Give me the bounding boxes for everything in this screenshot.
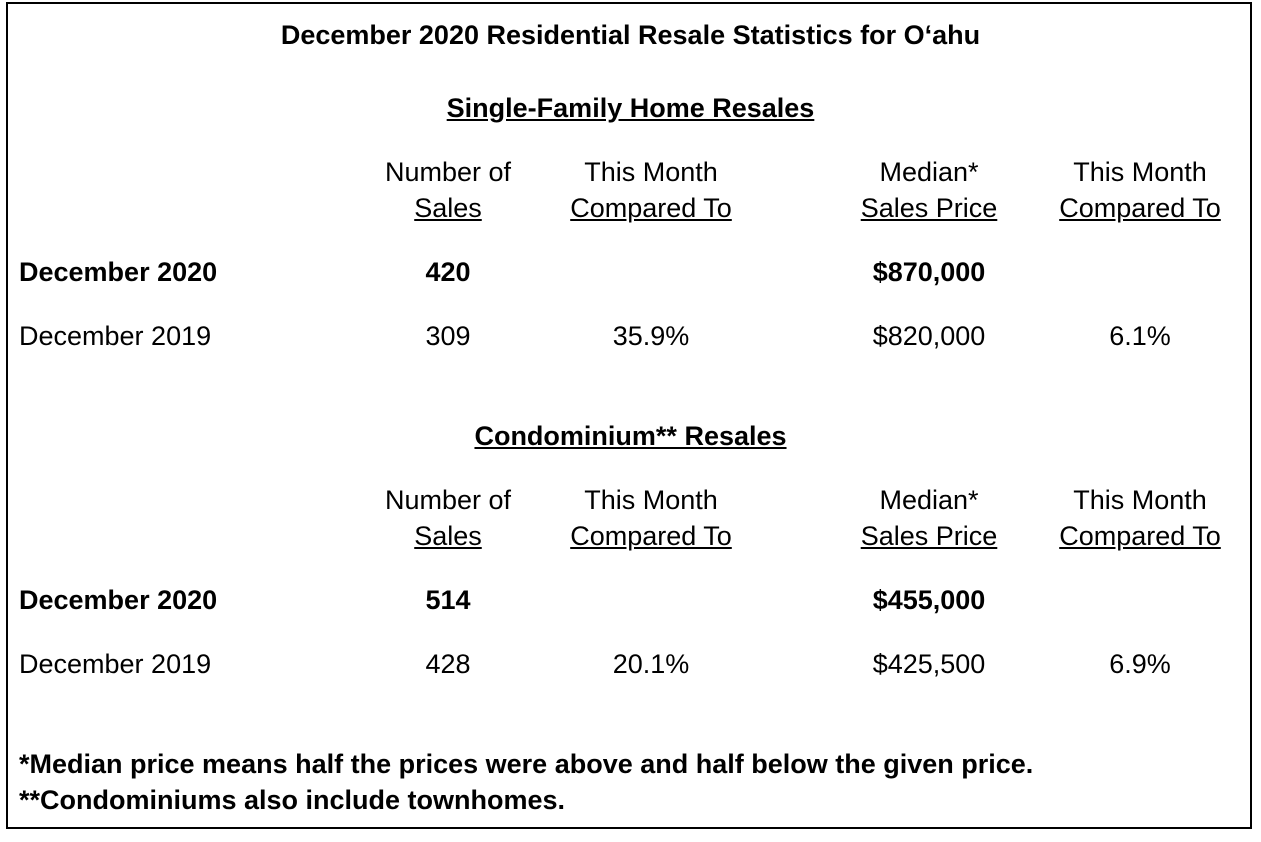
cell-sales-change-previous: 20.1%	[612, 649, 690, 679]
cell-median-current: $870,000	[872, 257, 986, 287]
column-header-line: This Month	[584, 157, 718, 187]
cell-median-previous: $820,000	[872, 321, 986, 351]
column-header-line: Number of	[384, 157, 512, 187]
cell-median-previous: $425,500	[872, 649, 986, 679]
page-title: December 2020 Residential Resale Statist…	[280, 20, 981, 50]
row-label-previous: December 2019	[19, 649, 212, 679]
column-header-line: Compared To	[1059, 521, 1221, 551]
cell-sales-previous: 309	[425, 321, 471, 351]
cell-median-change-previous: 6.9%	[1109, 649, 1171, 679]
table-frame	[6, 2, 1252, 829]
footnote-condo: **Condominiums also include townhomes.	[19, 785, 566, 815]
column-header-median-sales-price: Median* Sales Price	[819, 482, 1039, 554]
cell-sales-change-previous: 35.9%	[612, 321, 690, 351]
column-header-line: Median*	[879, 157, 979, 187]
column-header-sales-comparison: This Month Compared To	[541, 154, 761, 226]
column-header-line: This Month	[584, 485, 718, 515]
column-header-line: Median*	[879, 485, 979, 515]
column-header-median-comparison: This Month Compared To	[1030, 482, 1250, 554]
column-header-line: Sales Price	[860, 521, 998, 551]
column-header-median-sales-price: Median* Sales Price	[819, 154, 1039, 226]
column-header-number-of-sales: Number of Sales	[348, 154, 548, 226]
column-header-line: Compared To	[1059, 193, 1221, 223]
cell-sales-current: 420	[425, 257, 471, 287]
column-header-line: This Month	[1073, 485, 1207, 515]
cell-median-current: $455,000	[872, 585, 986, 615]
column-header-sales-comparison: This Month Compared To	[541, 482, 761, 554]
row-label-current: December 2020	[19, 585, 218, 615]
column-header-median-comparison: This Month Compared To	[1030, 154, 1250, 226]
column-header-line: Sales	[414, 193, 482, 223]
column-header-line: Sales Price	[860, 193, 998, 223]
column-header-line: Sales	[414, 521, 482, 551]
section-heading-single-family: Single-Family Home Resales	[446, 93, 815, 123]
column-header-line: Compared To	[570, 521, 732, 551]
column-header-line: Number of	[384, 485, 512, 515]
section-heading-condominium: Condominium** Resales	[474, 421, 787, 451]
cell-sales-previous: 428	[425, 649, 471, 679]
row-label-previous: December 2019	[19, 321, 212, 351]
cell-median-change-previous: 6.1%	[1109, 321, 1171, 351]
column-header-line: Compared To	[570, 193, 732, 223]
column-header-line: This Month	[1073, 157, 1207, 187]
footnote-median: *Median price means half the prices were…	[19, 749, 1034, 779]
cell-sales-current: 514	[425, 585, 471, 615]
row-label-current: December 2020	[19, 257, 218, 287]
column-header-number-of-sales: Number of Sales	[348, 482, 548, 554]
